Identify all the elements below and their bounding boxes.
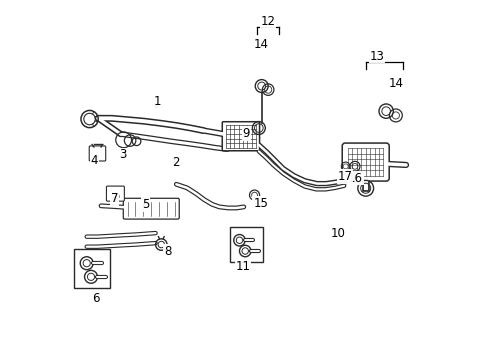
FancyBboxPatch shape xyxy=(222,122,259,151)
Text: 2: 2 xyxy=(172,156,180,169)
FancyBboxPatch shape xyxy=(123,198,179,219)
Text: 5: 5 xyxy=(142,198,149,211)
Text: 1: 1 xyxy=(154,95,161,108)
Text: 14: 14 xyxy=(387,77,403,90)
Text: 4: 4 xyxy=(91,154,98,167)
FancyBboxPatch shape xyxy=(342,143,388,181)
FancyBboxPatch shape xyxy=(106,186,124,201)
Text: 7: 7 xyxy=(111,192,118,205)
Text: 9: 9 xyxy=(242,127,249,140)
Bar xyxy=(74,249,110,288)
Text: 15: 15 xyxy=(253,197,267,210)
Text: 13: 13 xyxy=(369,50,384,63)
Text: 14: 14 xyxy=(253,38,268,51)
Text: 17: 17 xyxy=(337,170,352,183)
Bar xyxy=(230,226,263,262)
Text: 16: 16 xyxy=(347,172,363,185)
FancyBboxPatch shape xyxy=(89,146,105,161)
Text: 10: 10 xyxy=(330,226,345,239)
Text: 11: 11 xyxy=(235,260,250,273)
Text: 8: 8 xyxy=(164,244,171,257)
Text: 6: 6 xyxy=(92,292,99,305)
Text: 12: 12 xyxy=(260,15,275,28)
Text: 3: 3 xyxy=(120,148,127,161)
